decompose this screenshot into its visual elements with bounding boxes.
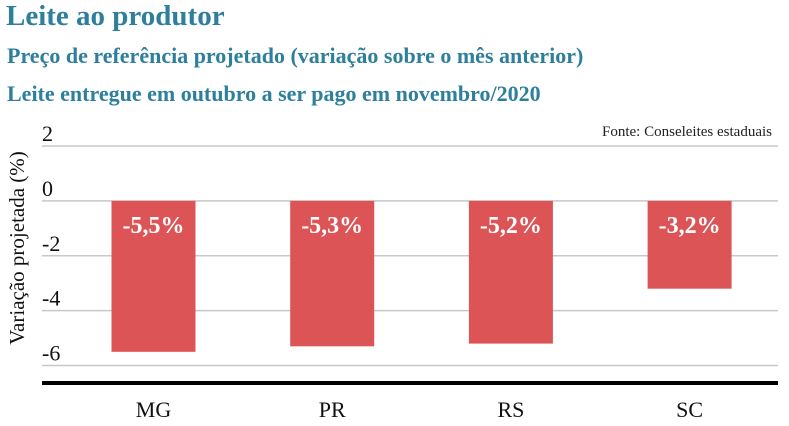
chart-subtitle-period: Leite entregue em outubro a ser pago em … <box>7 81 541 106</box>
bar-pr <box>290 200 375 347</box>
chart-subtitle: Preço de referência projetado (variação … <box>7 43 584 68</box>
y-tick-label: 2 <box>42 121 53 146</box>
x-tick-label: RS <box>497 397 524 422</box>
bar-rs <box>468 200 553 344</box>
data-label-rs: -5,2% <box>480 213 542 239</box>
y-tick-label: -6 <box>42 341 60 366</box>
bar-mg <box>111 200 196 352</box>
bar-sc <box>647 200 732 289</box>
x-tick-label: SC <box>676 397 703 422</box>
chart-title: Leite ao produtor <box>6 0 225 32</box>
x-tick-label: PR <box>319 397 346 422</box>
data-label-pr: -5,3% <box>301 213 363 239</box>
y-axis-label: Variação projetada (%) <box>5 151 29 345</box>
y-tick-label: -2 <box>42 231 60 256</box>
data-label-sc: -3,2% <box>659 213 721 239</box>
data-labels: -5,5% -5,3% -5,2% -3,2% <box>123 213 721 239</box>
y-axis-ticks: 2 0 -2 -4 -6 <box>42 121 60 366</box>
x-tick-label: MG <box>136 397 172 422</box>
y-tick-label: -4 <box>42 286 60 311</box>
bars <box>111 200 732 352</box>
data-label-mg: -5,5% <box>123 213 185 239</box>
y-tick-label: 0 <box>42 176 53 201</box>
source-note: Fonte: Conseleites estaduais <box>602 124 772 140</box>
x-axis-categories: MG PR RS SC <box>136 397 703 422</box>
